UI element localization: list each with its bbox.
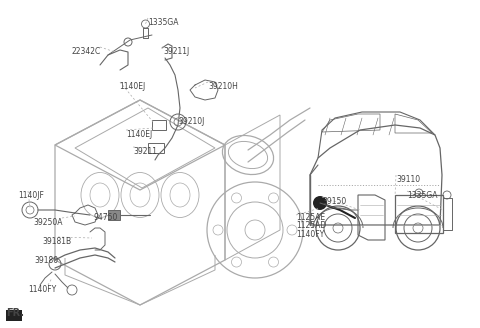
- Text: 39181B: 39181B: [42, 237, 71, 246]
- Text: 39210J: 39210J: [178, 117, 204, 126]
- Text: 39150: 39150: [322, 197, 346, 206]
- Text: 94750: 94750: [93, 213, 118, 222]
- Text: 1140EJ: 1140EJ: [126, 130, 152, 139]
- Text: 1125AD: 1125AD: [296, 221, 326, 230]
- Text: FR.: FR.: [6, 308, 24, 318]
- Circle shape: [313, 196, 327, 210]
- Text: 39211: 39211: [133, 147, 157, 156]
- Text: 1140JF: 1140JF: [18, 191, 44, 200]
- FancyBboxPatch shape: [108, 210, 120, 220]
- Text: 39110: 39110: [396, 175, 420, 184]
- Text: 22342C: 22342C: [72, 47, 101, 56]
- Text: 1140FY: 1140FY: [296, 230, 324, 239]
- Text: 39180: 39180: [34, 256, 58, 265]
- Text: 39250A: 39250A: [33, 218, 62, 227]
- Text: 1140FY: 1140FY: [28, 285, 56, 294]
- FancyBboxPatch shape: [6, 310, 22, 321]
- Text: 1125AE: 1125AE: [296, 213, 325, 222]
- Text: 1140EJ: 1140EJ: [119, 82, 145, 91]
- Text: 39210H: 39210H: [208, 82, 238, 91]
- Text: 1335GA: 1335GA: [407, 191, 437, 200]
- Text: 1335GA: 1335GA: [148, 18, 179, 27]
- Text: 39211J: 39211J: [163, 47, 189, 56]
